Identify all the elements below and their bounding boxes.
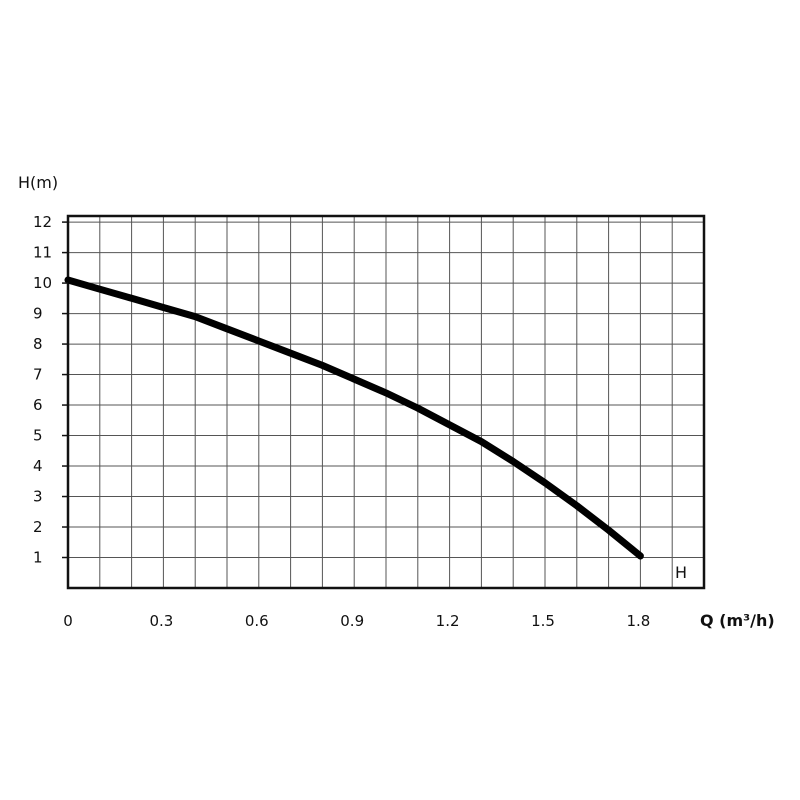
x-tick-label: 1.8 <box>626 612 650 630</box>
series-layer <box>64 276 644 560</box>
y-tick-label: 3 <box>33 488 43 506</box>
series-label-h: H <box>675 563 687 582</box>
x-axis-title: Q (m³/h) <box>700 611 775 630</box>
y-tick-label: 6 <box>33 396 43 414</box>
y-tick-label: 8 <box>33 335 43 353</box>
x-tick-label: 0.6 <box>245 612 269 630</box>
grid <box>68 216 704 588</box>
x-tick-label: 1.5 <box>531 612 555 630</box>
x-tick-label: 1.2 <box>436 612 460 630</box>
series-line-h <box>64 276 644 560</box>
y-tick-label: 4 <box>33 457 43 475</box>
x-tick-label: 0.3 <box>149 612 173 630</box>
y-tick-label: 2 <box>33 518 43 536</box>
plot-frame <box>66 214 706 590</box>
y-tick-label: 5 <box>33 427 43 445</box>
y-tick-label: 9 <box>33 305 43 323</box>
y-tick-label: 10 <box>33 274 52 292</box>
y-tick-label: 7 <box>33 366 43 384</box>
y-tick-label: 11 <box>33 244 52 262</box>
y-tick-label: 12 <box>33 213 52 231</box>
x-tick-label: 0 <box>63 612 73 630</box>
y-axis-title: H(m) <box>18 173 58 192</box>
x-tick-label: 0.9 <box>340 612 364 630</box>
y-tick-label: 1 <box>33 549 43 567</box>
